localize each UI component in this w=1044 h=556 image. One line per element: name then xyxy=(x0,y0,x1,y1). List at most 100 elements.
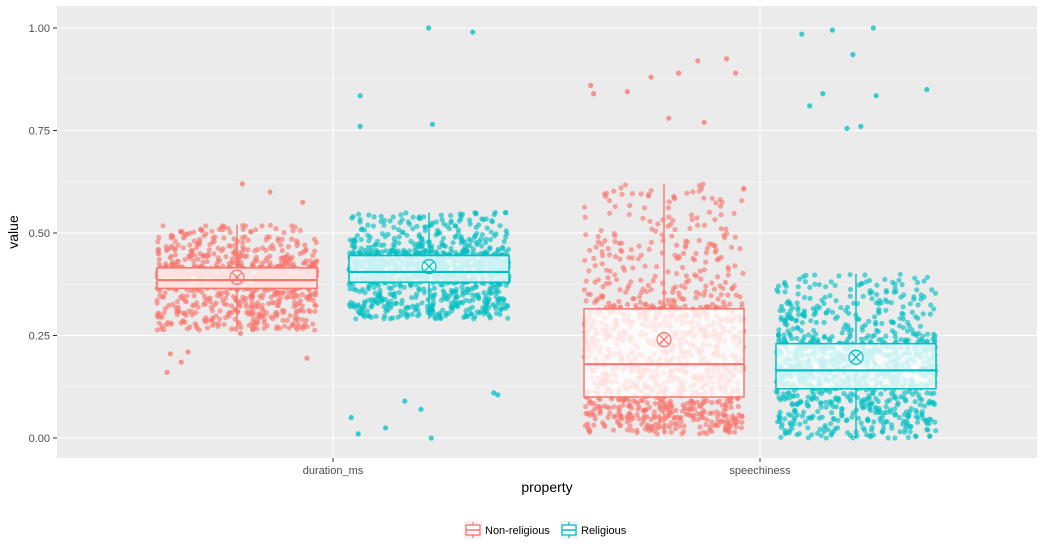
data-point xyxy=(209,239,215,245)
data-point xyxy=(612,272,618,278)
data-point xyxy=(677,423,683,429)
data-point xyxy=(201,301,207,307)
data-point xyxy=(214,292,220,299)
data-point xyxy=(689,216,695,223)
data-point xyxy=(488,285,494,291)
data-point xyxy=(669,404,675,410)
data-point xyxy=(795,291,801,297)
data-point xyxy=(242,223,249,229)
data-point xyxy=(379,231,386,237)
data-point xyxy=(471,234,478,240)
data-point xyxy=(638,289,645,296)
data-point xyxy=(204,259,210,265)
data-point xyxy=(728,404,734,410)
data-point xyxy=(301,323,307,329)
data-point xyxy=(626,403,632,409)
y-tick-label: 0.00 xyxy=(29,433,50,445)
data-point xyxy=(827,293,833,299)
data-point xyxy=(672,426,679,432)
data-point xyxy=(347,286,353,292)
data-point xyxy=(587,291,594,297)
data-point xyxy=(437,315,443,321)
data-point xyxy=(223,289,229,295)
outlier-point xyxy=(701,119,707,125)
data-point xyxy=(897,315,903,321)
data-point xyxy=(862,272,868,278)
data-point xyxy=(802,419,808,425)
data-point xyxy=(168,320,174,326)
data-point xyxy=(607,268,613,274)
data-point xyxy=(434,250,440,256)
data-point xyxy=(498,306,504,312)
data-point xyxy=(898,394,904,400)
x-tick-label: speechiness xyxy=(729,465,791,477)
data-point xyxy=(659,408,665,414)
data-point xyxy=(223,254,229,260)
data-point xyxy=(914,287,920,293)
data-point xyxy=(215,255,221,261)
data-point xyxy=(725,292,731,298)
data-point xyxy=(794,335,800,341)
data-point xyxy=(924,274,930,280)
data-point xyxy=(387,218,393,224)
data-point xyxy=(607,252,613,258)
data-point xyxy=(691,257,698,263)
data-point xyxy=(183,312,189,318)
data-point xyxy=(285,293,291,299)
data-point xyxy=(211,251,217,257)
data-point xyxy=(734,416,740,422)
data-point xyxy=(818,400,824,406)
data-point xyxy=(652,400,659,406)
data-point xyxy=(473,210,479,216)
data-point xyxy=(923,418,929,424)
data-point xyxy=(597,396,603,403)
data-point xyxy=(677,294,683,300)
data-point xyxy=(816,389,822,395)
data-point xyxy=(850,435,856,441)
data-point xyxy=(659,396,665,403)
data-point xyxy=(161,310,167,316)
data-point xyxy=(680,402,686,408)
data-point xyxy=(595,296,601,302)
data-point xyxy=(619,191,625,197)
data-point xyxy=(891,320,897,326)
data-point xyxy=(691,417,697,423)
data-point xyxy=(259,302,265,308)
data-point xyxy=(581,287,587,293)
data-point xyxy=(858,336,865,342)
data-point xyxy=(221,235,227,241)
data-point xyxy=(683,242,689,248)
data-point xyxy=(624,414,630,420)
outlier-point xyxy=(267,189,273,195)
mean-marker xyxy=(656,332,672,348)
data-point xyxy=(885,435,891,441)
data-point xyxy=(157,292,163,299)
data-point xyxy=(655,221,661,227)
data-point xyxy=(775,289,781,295)
data-point xyxy=(814,396,820,402)
data-point xyxy=(683,411,689,417)
data-point xyxy=(776,283,782,289)
data-point xyxy=(800,311,806,318)
data-point xyxy=(834,425,841,431)
data-point xyxy=(839,406,845,412)
data-point xyxy=(240,239,246,245)
data-point xyxy=(607,210,613,216)
data-point xyxy=(297,298,304,304)
data-point xyxy=(626,211,632,218)
data-point xyxy=(920,333,926,339)
data-point xyxy=(373,313,379,319)
data-point xyxy=(504,302,510,308)
boxes-layer xyxy=(156,183,937,438)
data-point xyxy=(921,403,928,409)
data-point xyxy=(437,310,443,316)
data-point xyxy=(413,282,419,288)
data-point xyxy=(847,272,853,278)
data-point xyxy=(366,313,372,319)
data-point xyxy=(873,395,879,401)
data-point xyxy=(697,268,703,274)
data-point xyxy=(896,414,902,421)
data-point xyxy=(372,290,378,296)
data-point xyxy=(612,203,618,210)
data-point xyxy=(736,412,742,418)
